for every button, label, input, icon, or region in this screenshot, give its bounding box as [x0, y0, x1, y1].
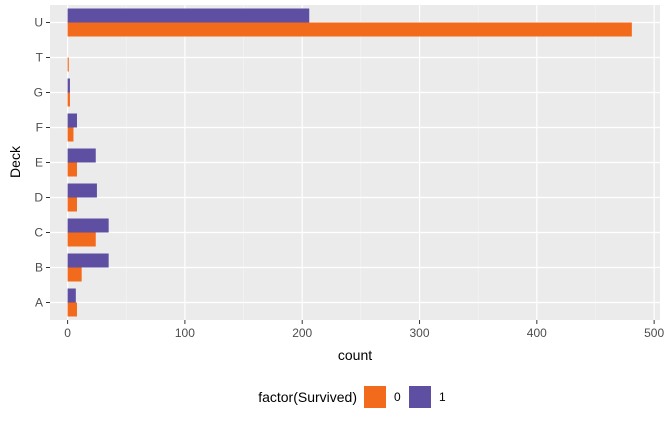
legend-key-1 — [409, 386, 431, 408]
x-axis-title: count — [338, 347, 372, 363]
bar-layer — [67, 8, 632, 317]
x-tick-label-0: 0 — [64, 326, 71, 340]
bar-D-series-1 — [67, 183, 97, 198]
x-tick-label-500: 500 — [644, 326, 664, 340]
y-tick-label-T: T — [36, 51, 44, 65]
y-tick-label-F: F — [36, 121, 43, 135]
bar-G-series-0 — [67, 92, 70, 107]
bar-F-series-0 — [67, 127, 74, 142]
legend-key-0 — [364, 386, 386, 408]
bar-C-series-0 — [67, 232, 96, 247]
bar-A-series-0 — [67, 302, 77, 317]
y-tick-label-C: C — [34, 226, 43, 240]
bar-E-series-1 — [67, 148, 96, 163]
bar-A-series-1 — [67, 288, 76, 303]
bar-D-series-0 — [67, 197, 77, 212]
x-tick-label-300: 300 — [410, 326, 430, 340]
bar-B-series-0 — [67, 267, 82, 282]
y-tick-label-B: B — [35, 261, 43, 275]
bar-F-series-1 — [67, 113, 77, 128]
bar-B-series-1 — [67, 253, 109, 268]
y-axis: A B C D E F G T U — [34, 16, 50, 310]
bar-T-series-0 — [67, 57, 69, 72]
x-tick-label-100: 100 — [175, 326, 195, 340]
bar-G-series-1 — [67, 78, 70, 93]
legend-label-0: 0 — [394, 390, 401, 404]
y-axis-title: Deck — [7, 145, 23, 178]
legend-label-1: 1 — [439, 390, 446, 404]
y-tick-label-U: U — [34, 16, 43, 30]
legend: factor(Survived) 0 1 — [258, 386, 446, 408]
x-tick-label-200: 200 — [292, 326, 312, 340]
x-tick-label-400: 400 — [527, 326, 547, 340]
y-tick-label-E: E — [35, 156, 43, 170]
bar-U-series-1 — [67, 8, 310, 23]
bar-U-series-0 — [67, 22, 632, 37]
y-tick-label-A: A — [35, 296, 43, 310]
x-axis: 0 100 200 300 400 500 — [64, 320, 664, 340]
bar-C-series-1 — [67, 218, 109, 233]
legend-title: factor(Survived) — [258, 389, 357, 405]
y-tick-label-G: G — [34, 86, 43, 100]
y-tick-label-D: D — [34, 191, 43, 205]
bar-E-series-0 — [67, 162, 77, 177]
